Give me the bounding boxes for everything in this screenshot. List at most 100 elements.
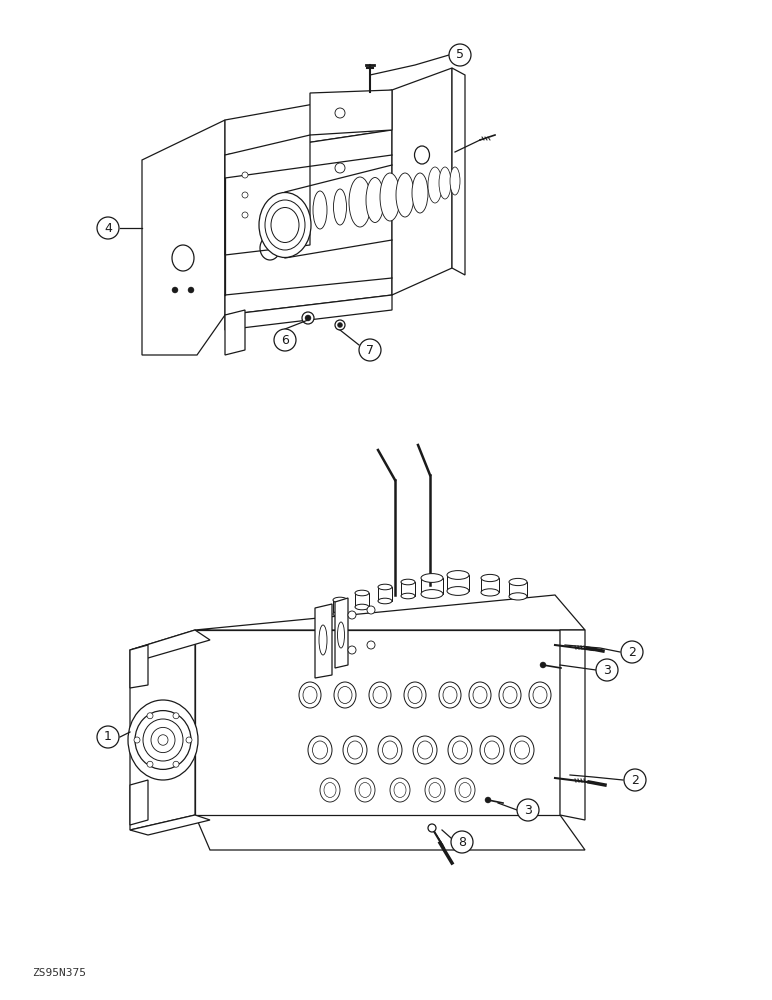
Text: 2: 2	[631, 774, 639, 786]
Ellipse shape	[143, 719, 183, 761]
Ellipse shape	[428, 167, 442, 203]
Ellipse shape	[401, 579, 415, 585]
Ellipse shape	[529, 682, 551, 708]
Ellipse shape	[320, 778, 340, 802]
Ellipse shape	[158, 735, 168, 745]
Ellipse shape	[390, 778, 410, 802]
Ellipse shape	[366, 178, 384, 223]
Polygon shape	[225, 295, 392, 330]
Circle shape	[134, 737, 140, 743]
Ellipse shape	[485, 741, 499, 759]
Circle shape	[173, 713, 179, 719]
Circle shape	[540, 662, 546, 668]
Bar	[509, 582, 527, 596]
Circle shape	[97, 217, 119, 239]
Ellipse shape	[447, 571, 469, 579]
Ellipse shape	[447, 587, 469, 595]
Ellipse shape	[382, 741, 398, 759]
Bar	[421, 578, 443, 594]
Ellipse shape	[380, 173, 400, 221]
Ellipse shape	[378, 584, 392, 590]
Ellipse shape	[355, 778, 375, 802]
Ellipse shape	[378, 736, 402, 764]
Circle shape	[367, 641, 375, 649]
Text: 6: 6	[281, 334, 289, 347]
Text: 5: 5	[456, 48, 464, 62]
Ellipse shape	[373, 686, 387, 704]
Circle shape	[147, 761, 153, 767]
Ellipse shape	[338, 686, 352, 704]
Circle shape	[173, 761, 179, 767]
Ellipse shape	[413, 736, 437, 764]
Circle shape	[348, 646, 356, 654]
Polygon shape	[130, 630, 195, 830]
Circle shape	[274, 329, 296, 351]
Circle shape	[624, 769, 646, 791]
Circle shape	[242, 192, 248, 198]
Ellipse shape	[324, 782, 336, 798]
Ellipse shape	[499, 682, 521, 708]
Ellipse shape	[303, 686, 317, 704]
Polygon shape	[310, 90, 392, 135]
Text: 1: 1	[104, 730, 112, 744]
Circle shape	[451, 831, 473, 853]
Bar	[401, 582, 415, 596]
Ellipse shape	[533, 686, 547, 704]
Circle shape	[242, 212, 248, 218]
Ellipse shape	[396, 173, 414, 217]
Ellipse shape	[509, 593, 527, 600]
Ellipse shape	[509, 578, 527, 586]
Circle shape	[596, 659, 618, 681]
Ellipse shape	[480, 736, 504, 764]
Circle shape	[367, 606, 375, 614]
Polygon shape	[130, 815, 210, 835]
Bar	[481, 578, 499, 592]
Circle shape	[335, 320, 345, 330]
Ellipse shape	[439, 167, 451, 199]
Circle shape	[172, 287, 178, 293]
Ellipse shape	[514, 741, 530, 759]
Ellipse shape	[313, 191, 327, 229]
Circle shape	[188, 287, 194, 293]
Polygon shape	[225, 130, 392, 315]
Ellipse shape	[347, 741, 363, 759]
Ellipse shape	[418, 741, 432, 759]
Ellipse shape	[343, 736, 367, 764]
Circle shape	[517, 799, 539, 821]
Ellipse shape	[355, 590, 369, 596]
Ellipse shape	[334, 189, 347, 225]
Polygon shape	[315, 604, 332, 678]
Polygon shape	[130, 645, 148, 688]
Circle shape	[621, 641, 643, 663]
Circle shape	[302, 312, 314, 324]
Circle shape	[335, 163, 345, 173]
Ellipse shape	[333, 611, 347, 617]
Ellipse shape	[151, 727, 175, 753]
Ellipse shape	[408, 686, 422, 704]
Ellipse shape	[448, 736, 472, 764]
Bar	[333, 600, 347, 614]
Ellipse shape	[469, 682, 491, 708]
Polygon shape	[452, 68, 465, 275]
Polygon shape	[560, 630, 585, 820]
Ellipse shape	[439, 682, 461, 708]
Polygon shape	[130, 630, 210, 658]
Ellipse shape	[459, 782, 471, 798]
Ellipse shape	[443, 686, 457, 704]
Circle shape	[186, 737, 192, 743]
Ellipse shape	[481, 589, 499, 596]
Ellipse shape	[299, 682, 321, 708]
Ellipse shape	[421, 590, 443, 598]
Circle shape	[147, 713, 153, 719]
Text: 7: 7	[366, 344, 374, 357]
Polygon shape	[225, 90, 392, 155]
Ellipse shape	[355, 604, 369, 610]
Circle shape	[359, 339, 381, 361]
Text: 3: 3	[524, 804, 532, 816]
Text: 3: 3	[603, 664, 611, 676]
Ellipse shape	[450, 167, 460, 195]
Polygon shape	[225, 310, 245, 355]
Ellipse shape	[401, 593, 415, 599]
Text: 8: 8	[458, 836, 466, 848]
Ellipse shape	[349, 177, 371, 227]
